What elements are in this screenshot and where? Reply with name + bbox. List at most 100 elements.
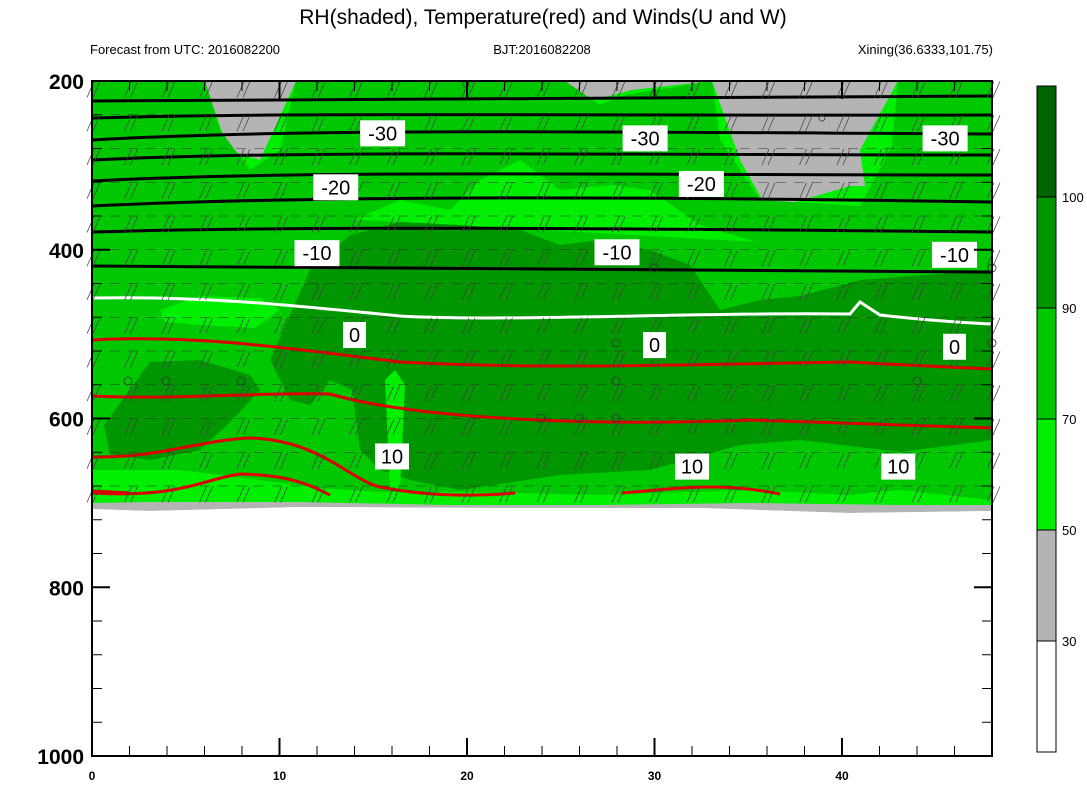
plot-area: -30 -30 -30 -20 -20 -10 -10 -10 0 0 0 10 10 10	[86, 80, 1001, 757]
wind-barb	[461, 216, 470, 233]
wind-barb	[799, 283, 807, 301]
wind-barb	[317, 115, 326, 132]
calm-marker	[611, 376, 621, 386]
isotherm-line	[91, 489, 131, 495]
wind-barb	[805, 351, 813, 368]
isotherm-line	[91, 436, 516, 497]
wind-barb	[580, 250, 588, 267]
wind-barb	[124, 216, 132, 233]
wind-barb	[874, 351, 882, 368]
wind-barb	[349, 283, 357, 301]
wind-barb	[430, 351, 438, 368]
wind-barb	[580, 283, 588, 301]
wind-barb	[611, 385, 620, 402]
wind-barb	[274, 351, 282, 368]
wind-barb	[542, 216, 551, 233]
wind-barb	[280, 385, 288, 402]
wind-barb	[842, 385, 851, 402]
wind-barb	[917, 148, 926, 166]
wind-barb	[611, 317, 620, 334]
chart-title: RH(shaded), Temperature(red) and Winds(U…	[299, 6, 786, 29]
wind-barb	[761, 216, 770, 233]
calm-marker	[611, 413, 621, 423]
wind-barb	[205, 81, 213, 98]
wind-barb	[649, 385, 657, 402]
wind-barb	[317, 418, 326, 436]
wind-barb	[242, 418, 251, 436]
wind-barb	[611, 452, 620, 469]
wind-barb	[461, 115, 470, 132]
wind-barb	[461, 351, 470, 368]
wind-barb	[424, 385, 432, 402]
wind-barb	[317, 283, 326, 301]
wind-barb	[842, 81, 851, 98]
wind-barb	[955, 283, 963, 301]
wind-barb	[617, 452, 626, 469]
wind-barb	[805, 283, 813, 301]
wind-barb	[649, 317, 657, 334]
wind-barb	[580, 418, 588, 436]
wind-barb	[542, 385, 551, 402]
wind-barb	[161, 351, 170, 368]
wind-barb	[430, 486, 438, 503]
wind-barb	[92, 486, 101, 503]
wind-barb	[574, 317, 582, 334]
x-tick-label: 20	[460, 769, 474, 783]
wind-barb	[386, 283, 395, 301]
wind-barb	[767, 148, 776, 166]
wind-barb	[280, 81, 288, 98]
wind-barb	[124, 317, 132, 334]
wind-barb	[799, 115, 807, 132]
wind-barb	[761, 283, 770, 301]
wind-barb	[874, 148, 882, 166]
wind-barb	[205, 182, 213, 199]
contour-label-box	[643, 332, 666, 359]
wind-barb	[242, 115, 251, 132]
wind-barb	[686, 385, 695, 402]
colorbar-segment	[1036, 418, 1057, 531]
wind-barb	[130, 81, 138, 98]
wind-barb	[992, 385, 1001, 402]
wind-barb	[611, 81, 620, 98]
wind-barb	[311, 418, 320, 436]
wind-barb	[236, 486, 245, 503]
wind-barb	[467, 317, 476, 334]
underground-mask	[92, 507, 992, 756]
wind-barb	[161, 317, 170, 334]
isotherm-line	[91, 172, 993, 183]
wind-barb	[236, 283, 245, 301]
wind-barb	[842, 418, 851, 436]
wind-barb	[949, 452, 957, 469]
wind-barb	[130, 418, 138, 436]
wind-barb	[130, 250, 138, 267]
contour-label-box	[594, 239, 640, 266]
contour-label-box	[313, 174, 359, 201]
contour-label-box	[881, 453, 916, 480]
wind-barb	[280, 148, 288, 166]
wind-barb	[730, 115, 738, 132]
wind-barb	[649, 250, 657, 267]
y-tick-label: 400	[49, 240, 84, 263]
wind-barb	[611, 283, 620, 301]
wind-barb	[917, 216, 926, 233]
wind-barb	[880, 182, 888, 199]
wind-barb	[92, 317, 101, 334]
wind-barb	[686, 250, 695, 267]
wind-barb	[349, 216, 357, 233]
wind-barb	[911, 283, 920, 301]
wind-barb	[992, 317, 1001, 334]
wind-barb	[130, 283, 138, 301]
wind-barb	[199, 385, 207, 402]
wind-barb	[911, 81, 920, 98]
wind-barb	[880, 385, 888, 402]
contour-label: 0	[349, 325, 360, 347]
wind-barb	[386, 250, 395, 267]
wind-barb	[649, 418, 657, 436]
wind-barb	[505, 115, 513, 132]
wind-barb	[167, 418, 176, 436]
wind-barb	[424, 317, 432, 334]
wind-barb	[692, 148, 701, 166]
wind-barb	[580, 148, 588, 166]
wind-barb	[317, 216, 326, 233]
wind-barb	[205, 418, 213, 436]
